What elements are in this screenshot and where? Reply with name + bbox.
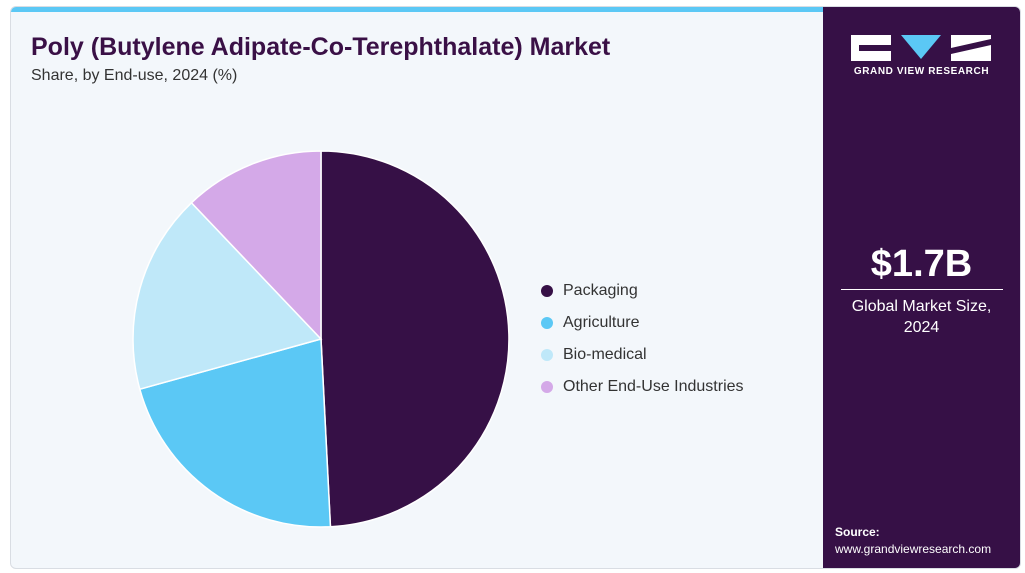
- market-size-value: $1.7B: [870, 243, 973, 285]
- market-size-label: Global Market Size, 2024: [823, 296, 1020, 338]
- divider: [841, 289, 1003, 290]
- legend-marker-agriculture: [541, 317, 553, 329]
- legend-label-other: Other End-Use Industries: [563, 378, 744, 395]
- market-size-label-line1: Global Market Size,: [851, 298, 992, 315]
- legend-item-bio-medical: Bio-medical: [541, 339, 744, 371]
- pie-slice-bio-medical: [132, 201, 323, 391]
- source-url[interactable]: www.grandviewresearch.com: [835, 542, 992, 556]
- legend-marker-packaging: [541, 285, 553, 297]
- market-size-label-line2: 2024: [903, 319, 940, 336]
- pie-slice-agriculture: [138, 338, 332, 528]
- legend-label-agriculture: Agriculture: [563, 314, 640, 331]
- brand-name: GRAND VIEW RESEARCH: [853, 66, 990, 77]
- legend-label-bio-medical: Bio-medical: [563, 346, 647, 363]
- pie-slice-other-end-use-industries: [190, 150, 322, 341]
- accent-bar: [11, 7, 823, 12]
- chart-legend: Packaging Agriculture Bio-medical Other …: [541, 275, 744, 403]
- pie-chart: [132, 150, 510, 528]
- source-title: Source:: [835, 525, 880, 539]
- legend-item-agriculture: Agriculture: [541, 307, 744, 339]
- legend-marker-other: [541, 381, 553, 393]
- legend-label-packaging: Packaging: [563, 282, 638, 299]
- chart-title: Poly (Butylene Adipate-Co-Terephthalate)…: [31, 33, 611, 61]
- gvr-logo-icon: [851, 35, 991, 61]
- legend-item-other: Other End-Use Industries: [541, 371, 744, 403]
- legend-marker-bio-medical: [541, 349, 553, 361]
- pie-slice-packaging: [320, 150, 510, 528]
- chart-subtitle: Share, by End-use, 2024 (%): [31, 67, 238, 84]
- report-card: Poly (Butylene Adipate-Co-Terephthalate)…: [10, 6, 1021, 569]
- legend-item-packaging: Packaging: [541, 275, 744, 307]
- sidebar-panel: GRAND VIEW RESEARCH $1.7B Global Market …: [823, 7, 1020, 568]
